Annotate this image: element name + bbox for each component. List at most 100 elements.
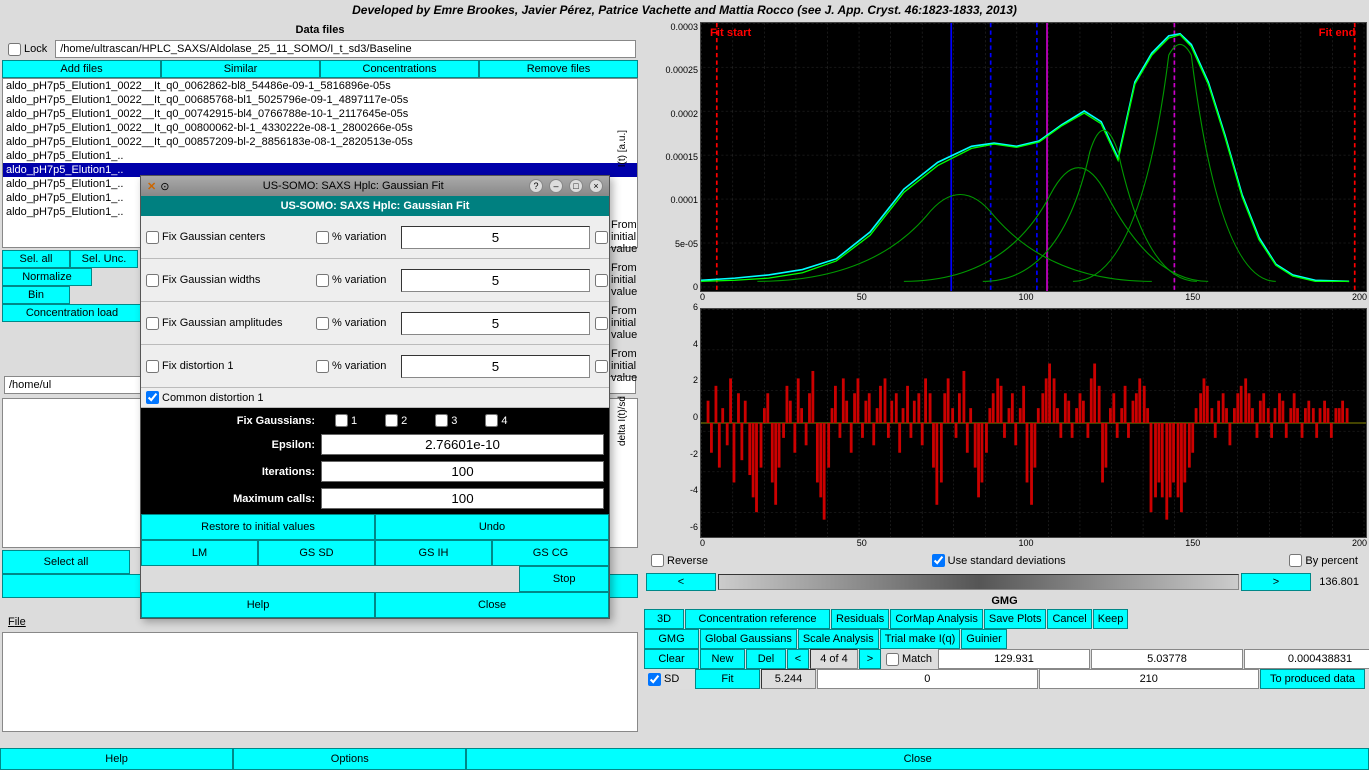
- residuals-button[interactable]: Residuals: [831, 609, 889, 629]
- restore-button[interactable]: Restore to initial values: [141, 514, 375, 540]
- from-row-3[interactable]: From initial value: [590, 345, 642, 387]
- top-chart[interactable]: Fit start Fit end: [700, 22, 1367, 292]
- trial-make-button[interactable]: Trial make I(q): [880, 629, 961, 649]
- add-files-button[interactable]: Add files: [2, 60, 161, 78]
- slider-value: 136.801: [1313, 576, 1363, 588]
- prev-button[interactable]: <: [787, 649, 809, 669]
- file-item[interactable]: aldo_pH7p5_Elution1_0022__It_q0_00857209…: [3, 135, 637, 149]
- fix-g-3[interactable]: 3: [431, 413, 461, 428]
- pct-row-1[interactable]: % variation: [311, 271, 401, 290]
- normalize-button[interactable]: Normalize: [2, 268, 92, 286]
- pct-row-2[interactable]: % variation: [311, 314, 401, 333]
- iterations-input[interactable]: [321, 461, 604, 482]
- global-gaussians-button[interactable]: Global Gaussians: [700, 629, 797, 649]
- val-row-3[interactable]: [401, 355, 590, 378]
- bin-button[interactable]: Bin: [2, 286, 70, 304]
- similar-button[interactable]: Similar: [161, 60, 320, 78]
- file-item[interactable]: aldo_pH7p5_Elution1_0022__It_q0_00742915…: [3, 107, 637, 121]
- lock-checkbox[interactable]: Lock: [4, 42, 51, 57]
- sel-all-button[interactable]: Sel. all: [2, 250, 70, 268]
- v2-input[interactable]: [1091, 649, 1243, 669]
- val-row-2[interactable]: [401, 312, 590, 335]
- reverse-checkbox[interactable]: Reverse: [647, 553, 712, 568]
- gmg-button[interactable]: GMG: [644, 629, 699, 649]
- by-percent-checkbox[interactable]: By percent: [1285, 553, 1362, 568]
- val-row-0[interactable]: [401, 226, 590, 249]
- cancel-button[interactable]: Cancel: [1047, 609, 1091, 629]
- fix-row-1[interactable]: Fix Gaussian widths: [141, 271, 311, 290]
- clear-button[interactable]: Clear: [644, 649, 699, 669]
- slider-left-button[interactable]: <: [646, 573, 716, 591]
- stop-button[interactable]: Stop: [519, 566, 609, 592]
- from-row-2[interactable]: From initial value: [590, 302, 642, 344]
- gscg-button[interactable]: GS CG: [492, 540, 609, 566]
- pct-row-0[interactable]: % variation: [311, 228, 401, 247]
- fix-row-3[interactable]: Fix distortion 1: [141, 357, 311, 376]
- save-plots-button[interactable]: Save Plots: [984, 609, 1047, 629]
- lm-button[interactable]: LM: [141, 540, 258, 566]
- scale-analysis-button[interactable]: Scale Analysis: [798, 629, 879, 649]
- fix-row-0[interactable]: Fix Gaussian centers: [141, 228, 311, 247]
- val-row-1[interactable]: [401, 269, 590, 292]
- v1-input[interactable]: [938, 649, 1090, 669]
- gssd-button[interactable]: GS SD: [258, 540, 375, 566]
- concentrations-button[interactable]: Concentrations: [320, 60, 479, 78]
- slider[interactable]: [718, 574, 1239, 590]
- 3d-button[interactable]: 3D: [644, 609, 684, 629]
- svg-text:Fit start: Fit start: [710, 27, 752, 39]
- guinier-button[interactable]: Guinier: [961, 629, 1006, 649]
- conc-ref-button[interactable]: Concentration reference: [685, 609, 830, 629]
- use-sd-checkbox[interactable]: Use standard deviations: [928, 553, 1070, 568]
- fix-g-1[interactable]: 1: [331, 413, 361, 428]
- file-item[interactable]: aldo_pH7p5_Elution1_..: [3, 149, 637, 163]
- keep-button[interactable]: Keep: [1093, 609, 1129, 629]
- footer-options-button[interactable]: Options: [233, 748, 466, 770]
- modal-header: US-SOMO: SAXS Hplc: Gaussian Fit: [141, 196, 609, 216]
- minimize-icon[interactable]: –: [549, 179, 563, 193]
- gsih-button[interactable]: GS IH: [375, 540, 492, 566]
- window-menu-icon[interactable]: ⊙: [160, 180, 169, 193]
- fix-g-4[interactable]: 4: [481, 413, 511, 428]
- sel-unc-button[interactable]: Sel. Unc.: [70, 250, 138, 268]
- v3-input[interactable]: [1244, 649, 1369, 669]
- position-label: 4 of 4: [810, 649, 858, 669]
- del-button[interactable]: Del: [746, 649, 786, 669]
- bottom-y-label: delta I(t)/sd: [617, 396, 628, 446]
- sd-checkbox[interactable]: SD: [644, 669, 694, 689]
- select-all-button[interactable]: Select all: [2, 550, 130, 574]
- messages-area-2: [2, 632, 638, 732]
- remove-files-button[interactable]: Remove files: [479, 60, 638, 78]
- to-produced-button[interactable]: To produced data: [1260, 669, 1365, 689]
- new-button[interactable]: New: [700, 649, 745, 669]
- fix-g-2[interactable]: 2: [381, 413, 411, 428]
- from-row-0[interactable]: From initial value: [590, 216, 642, 258]
- file-item[interactable]: aldo_pH7p5_Elution1_0022__It_q0_00685768…: [3, 93, 637, 107]
- file-item[interactable]: aldo_pH7p5_Elution1_0022__It_q0_0062862-…: [3, 79, 637, 93]
- footer-close-button[interactable]: Close: [466, 748, 1369, 770]
- conc-load-button[interactable]: Concentration load: [2, 304, 142, 322]
- file-item[interactable]: aldo_pH7p5_Elution1_0022__It_q0_00800062…: [3, 121, 637, 135]
- modal-close-button[interactable]: Close: [375, 592, 609, 618]
- pct-row-3[interactable]: % variation: [311, 357, 401, 376]
- bottom-chart[interactable]: [700, 308, 1367, 538]
- maximize-icon[interactable]: □: [569, 179, 583, 193]
- close-icon[interactable]: ×: [589, 179, 603, 193]
- fit-button[interactable]: Fit: [695, 669, 760, 689]
- from-row-1[interactable]: From initial value: [590, 259, 642, 301]
- slider-right-button[interactable]: >: [1241, 573, 1311, 591]
- match-checkbox[interactable]: Match: [882, 649, 937, 669]
- help-icon[interactable]: ?: [529, 179, 543, 193]
- undo-button[interactable]: Undo: [375, 514, 609, 540]
- end-input[interactable]: [1039, 669, 1260, 689]
- fix-row-2[interactable]: Fix Gaussian amplitudes: [141, 314, 311, 333]
- modal-help-button[interactable]: Help: [141, 592, 375, 618]
- cormap-button[interactable]: CorMap Analysis: [890, 609, 983, 629]
- window-close-icon[interactable]: ✕: [147, 180, 156, 193]
- epsilon-input[interactable]: [321, 434, 604, 455]
- next-button[interactable]: >: [859, 649, 881, 669]
- common-distortion-checkbox[interactable]: Common distortion 1: [141, 388, 311, 407]
- footer-help-button[interactable]: Help: [0, 748, 233, 770]
- data-path-input[interactable]: [55, 40, 636, 58]
- start-input[interactable]: [817, 669, 1038, 689]
- max-calls-input[interactable]: [321, 488, 604, 509]
